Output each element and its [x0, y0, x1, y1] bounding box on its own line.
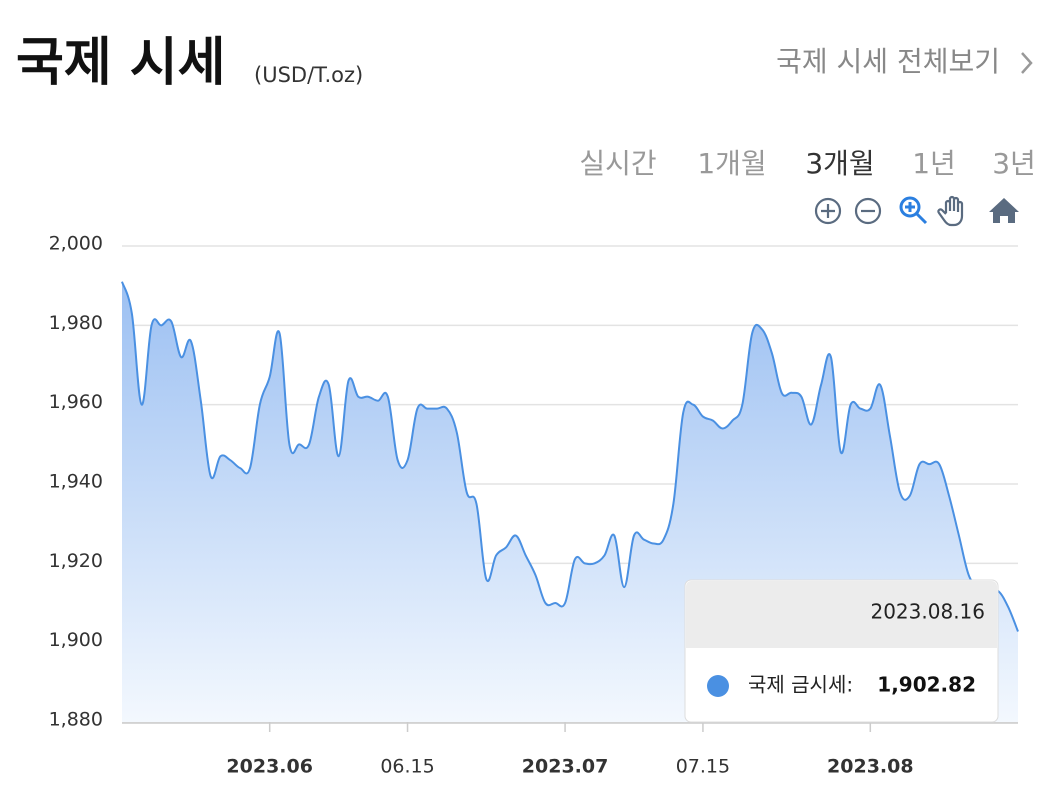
page-title: 국제 시세 [16, 33, 225, 93]
chevron-icon[interactable] [1021, 52, 1033, 74]
range-tab[interactable]: 1개월 [697, 147, 766, 180]
tooltip: 2023.08.16 국제 금시세: 1,902.82 [684, 579, 999, 723]
zoom-out-button[interactable] [854, 197, 882, 225]
range-tab[interactable]: 1년 [912, 147, 956, 180]
x-tick-label: 2023.06 [226, 756, 313, 778]
y-tick-label: 2,000 [49, 233, 103, 255]
x-tick-label: 06.15 [380, 756, 434, 778]
range-tab[interactable]: 실시간 [579, 147, 656, 180]
tooltip-marker [707, 675, 729, 697]
unit-label: (USD/T.oz) [254, 63, 363, 87]
range-tab[interactable]: 3년 [992, 147, 1036, 180]
tooltip-date: 2023.08.16 [870, 600, 985, 624]
y-tick-label: 1,880 [49, 709, 103, 731]
tooltip-header [686, 581, 997, 648]
range-tab[interactable]: 3개월 [805, 147, 874, 180]
y-tick-label: 1,960 [49, 391, 103, 413]
reset-button[interactable] [989, 198, 1019, 223]
zoom-in-button[interactable] [814, 197, 842, 225]
y-tick-label: 1,980 [49, 312, 103, 334]
price-line [121, 281, 1019, 632]
pan-button[interactable] [937, 195, 964, 227]
range-tabs: 실시간 1개월 3개월 1년 3년 [579, 147, 1035, 180]
zoom-select-button[interactable] [899, 196, 928, 225]
tooltip-value: 1,902.82 [877, 673, 976, 697]
toolbar [814, 195, 1019, 227]
y-tick-label: 1,920 [49, 550, 103, 572]
y-tick-label: 1,900 [49, 629, 103, 651]
y-tick-label: 1,940 [49, 471, 103, 493]
tooltip-label: 국제 금시세: [748, 673, 853, 697]
x-tick-label: 2023.07 [522, 756, 609, 778]
full-view-link[interactable]: 국제 시세 전체보기 [776, 45, 1000, 78]
x-tick-label: 07.15 [676, 756, 730, 778]
x-tick-label: 2023.08 [827, 756, 914, 778]
